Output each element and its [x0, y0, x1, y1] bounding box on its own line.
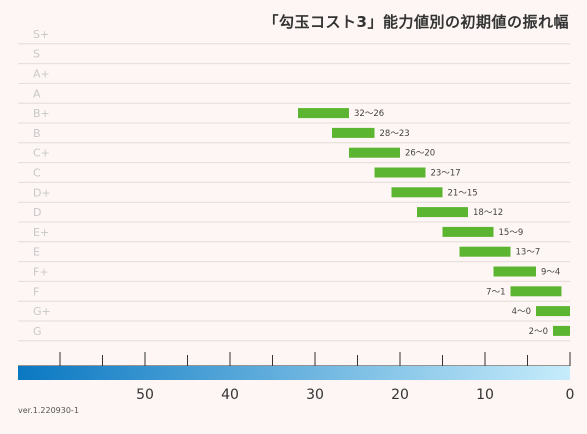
range-bar [493, 266, 536, 277]
grade-label: E+ [33, 226, 49, 239]
x-tick-label: 10 [476, 387, 494, 403]
x-tick-label: 50 [136, 387, 154, 403]
range-bar [349, 147, 400, 158]
chart-title: 「勾玉コスト3」能力値別の初期値の振れ幅 [263, 13, 569, 31]
range-bar [298, 108, 349, 119]
range-label: 21～15 [448, 188, 478, 198]
grade-label: G [33, 325, 42, 338]
range-label: 32～26 [354, 109, 384, 119]
grade-label: B+ [33, 107, 50, 120]
axis-gradient-band [18, 366, 570, 380]
grade-label: E [33, 246, 40, 259]
x-tick-label: 40 [221, 387, 239, 403]
range-label: 13～7 [516, 248, 541, 258]
x-axis: 50 40 30 20 10 0 [18, 352, 574, 403]
x-tick-label: 0 [566, 387, 575, 403]
range-label: 9～4 [541, 268, 560, 278]
grade-label: C+ [33, 147, 50, 160]
range-bar [417, 207, 468, 218]
grade-label: A [33, 87, 41, 100]
range-label: 18～12 [473, 208, 503, 218]
grade-label: D [33, 206, 41, 219]
grade-label: F+ [33, 266, 49, 279]
range-bar [536, 306, 570, 317]
range-label: 26～20 [405, 149, 435, 159]
range-label: 4～0 [512, 307, 531, 317]
x-tick-label: 20 [391, 387, 409, 403]
grade-label: F [33, 285, 39, 298]
grade-label: S [33, 48, 40, 61]
grade-label: S+ [33, 28, 49, 41]
grade-label: A+ [33, 68, 50, 81]
range-bar [374, 167, 426, 178]
grade-label: G+ [33, 305, 51, 318]
range-bars: 32～26 28～23 26～20 23～17 21～15 18～12 15～9 13～79～… [298, 108, 570, 337]
range-bar [510, 286, 562, 297]
version-label: ver.1.220930-1 [18, 406, 79, 415]
grade-label: C [33, 167, 41, 180]
range-label: 2～0 [529, 327, 548, 337]
range-label: 15～9 [499, 228, 524, 238]
grade-label: D+ [33, 186, 51, 199]
range-bar [459, 246, 511, 257]
range-bar [553, 325, 570, 336]
range-bar [442, 226, 494, 237]
x-tick-label: 30 [306, 387, 324, 403]
range-bar [391, 187, 443, 198]
range-bar [332, 127, 375, 138]
range-label: 28～23 [380, 129, 410, 139]
range-label: 23～17 [431, 169, 461, 179]
grade-label: B [33, 127, 41, 140]
grade-rows: S+ S A+ A B+ B C+ C D+ D E+ E F+ F G+ G [18, 28, 570, 342]
range-label: 7～1 [486, 287, 505, 297]
